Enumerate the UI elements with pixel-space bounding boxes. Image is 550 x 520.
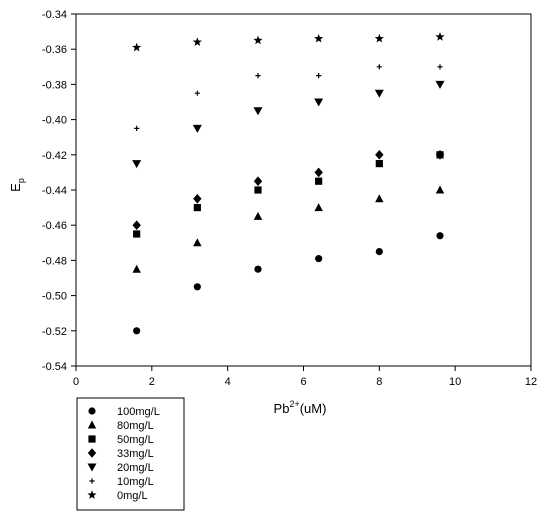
data-point xyxy=(255,73,261,79)
series-star xyxy=(132,32,445,52)
y-tick-label: -0.50 xyxy=(42,291,67,303)
x-axis-title-superscript: 2+ xyxy=(289,399,299,409)
data-point xyxy=(375,194,384,203)
data-point xyxy=(253,176,263,186)
data-point xyxy=(192,124,202,133)
x-tick-label: 10 xyxy=(449,376,461,388)
y-axis-title: Ep xyxy=(8,178,26,192)
series-circle xyxy=(133,232,444,335)
data-point xyxy=(315,177,323,185)
x-axis-title-base: Pb xyxy=(274,401,290,416)
legend-box xyxy=(76,397,185,511)
y-tick-label: -0.54 xyxy=(42,361,67,373)
y-axis-title-base: E xyxy=(8,183,23,192)
data-point xyxy=(435,150,445,160)
svg-text:Ep: Ep xyxy=(8,178,26,192)
legend-label: 10mg/L xyxy=(117,476,154,488)
data-point xyxy=(253,35,263,45)
legend-label: 50mg/L xyxy=(117,434,154,446)
series-square xyxy=(133,151,444,238)
plot-area: -0.34 -0.36 -0.38 -0.40 -0.42 -0.44 -0.46 -0.48… xyxy=(42,9,537,388)
x-tick-label: 4 xyxy=(225,376,231,388)
legend-label: 0mg/L xyxy=(117,490,148,502)
data-point xyxy=(132,220,141,230)
data-point xyxy=(375,160,383,168)
data-point xyxy=(193,204,201,212)
data-point xyxy=(193,283,201,291)
x-axis-title-suffix: (uM) xyxy=(300,401,327,416)
data-point xyxy=(193,194,202,204)
plot-frame xyxy=(75,13,532,367)
y-axis-title-subscript: p xyxy=(16,178,26,183)
data-point xyxy=(435,80,445,89)
data-point xyxy=(254,186,262,194)
legend-marker-triangle-down xyxy=(87,463,97,472)
legend-marker-plus xyxy=(89,478,95,484)
data-point xyxy=(314,167,323,178)
x-tick-label: 8 xyxy=(376,376,382,388)
y-tick-label: -0.42 xyxy=(42,150,67,162)
data-point xyxy=(315,255,323,263)
legend-label: 33mg/L xyxy=(117,448,154,460)
legend-marker-square xyxy=(88,435,96,443)
data-point xyxy=(132,160,142,169)
data-point xyxy=(194,90,200,96)
legend-marker-triangle xyxy=(87,420,97,429)
data-point xyxy=(193,238,202,247)
x-tick-label: 2 xyxy=(149,376,155,388)
y-tick-label: -0.38 xyxy=(42,79,67,91)
data-point xyxy=(374,89,384,98)
data-point xyxy=(436,232,444,240)
x-tick-label: 12 xyxy=(525,376,537,388)
data-point xyxy=(437,64,443,70)
data-point xyxy=(316,73,322,79)
data-point xyxy=(253,211,263,220)
data-point xyxy=(132,42,142,52)
y-tick-label: -0.34 xyxy=(42,9,67,21)
data-point xyxy=(253,107,263,116)
legend-label: 20mg/L xyxy=(117,462,154,474)
legend-marker-star xyxy=(87,490,97,499)
data-point xyxy=(435,32,445,41)
data-point xyxy=(192,37,202,47)
y-tick-label: -0.48 xyxy=(42,255,67,267)
y-tick-label: -0.46 xyxy=(42,220,67,232)
series-triangle xyxy=(132,185,445,273)
data-point xyxy=(314,33,324,43)
data-point xyxy=(134,125,140,131)
series-triangle-down xyxy=(132,80,445,169)
y-tick-label: -0.52 xyxy=(42,326,67,338)
data-point xyxy=(374,33,384,43)
data-point xyxy=(133,230,141,238)
data-point xyxy=(132,264,141,273)
y-tick-label: -0.44 xyxy=(42,185,67,197)
data-point xyxy=(314,203,323,212)
data-point xyxy=(435,185,445,194)
data-point xyxy=(254,265,262,273)
x-axis-title: Pb2+(uM) xyxy=(274,399,327,416)
legend-marker-circle xyxy=(88,407,96,415)
x-tick-label: 0 xyxy=(73,376,79,388)
legend: 100mg/L 80mg/L 50mg/L 33mg/L 20mg/L 10mg/L 0mg… xyxy=(87,406,160,502)
x-tick-label: 6 xyxy=(300,376,306,388)
legend-marker-diamond xyxy=(87,448,97,458)
data-point xyxy=(376,64,382,70)
series-plus xyxy=(134,64,443,131)
legend-label: 80mg/L xyxy=(117,420,154,432)
legend-label: 100mg/L xyxy=(117,406,160,418)
y-tick-label: -0.36 xyxy=(42,44,67,56)
data-point xyxy=(314,98,324,107)
data-point xyxy=(375,150,384,160)
y-tick-label: -0.40 xyxy=(42,115,67,127)
data-point xyxy=(133,327,141,335)
series-diamond xyxy=(132,150,445,230)
data-point xyxy=(375,248,383,256)
